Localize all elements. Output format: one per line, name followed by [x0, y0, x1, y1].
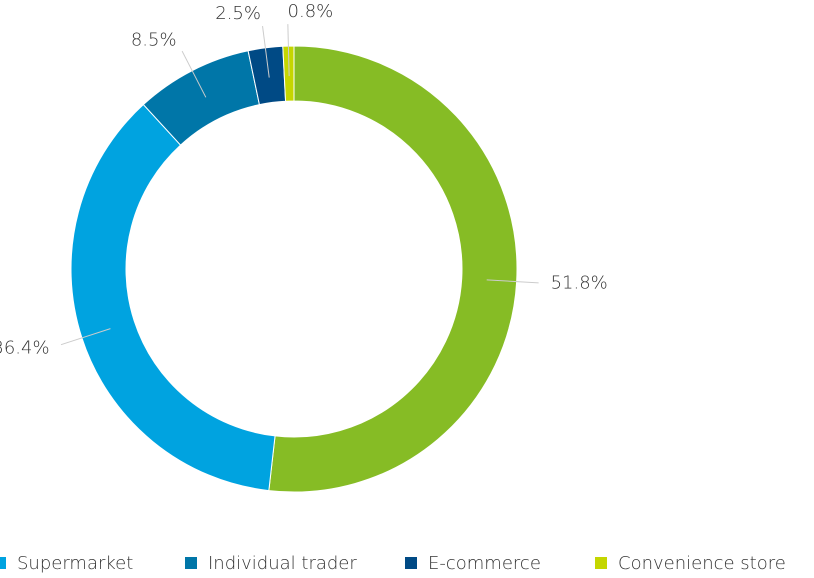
legend-label: Convenience store: [618, 553, 786, 574]
legend-swatch: [595, 557, 607, 569]
data-label: 2.5%: [215, 3, 261, 24]
donut-slice: [70, 103, 276, 492]
legend-label: E-commerce: [428, 553, 541, 574]
data-label: 0.8%: [288, 1, 334, 22]
legend-swatch: [185, 557, 197, 569]
leader-line: [60, 328, 111, 346]
leader-line: [287, 24, 290, 77]
data-label: 36.4%: [0, 337, 50, 358]
leader-line: [181, 50, 207, 98]
leader-line: [262, 25, 270, 78]
legend-swatch: [405, 557, 417, 569]
donut-slice: [268, 45, 518, 493]
data-label: 51.8%: [551, 273, 608, 294]
legend-label: Supermarket: [17, 553, 133, 574]
data-label: 8.5%: [131, 29, 177, 50]
legend-swatch: [0, 557, 6, 569]
legend-label: Individual trader: [208, 553, 357, 574]
leader-line: [486, 279, 539, 284]
donut-slice: [282, 45, 295, 102]
